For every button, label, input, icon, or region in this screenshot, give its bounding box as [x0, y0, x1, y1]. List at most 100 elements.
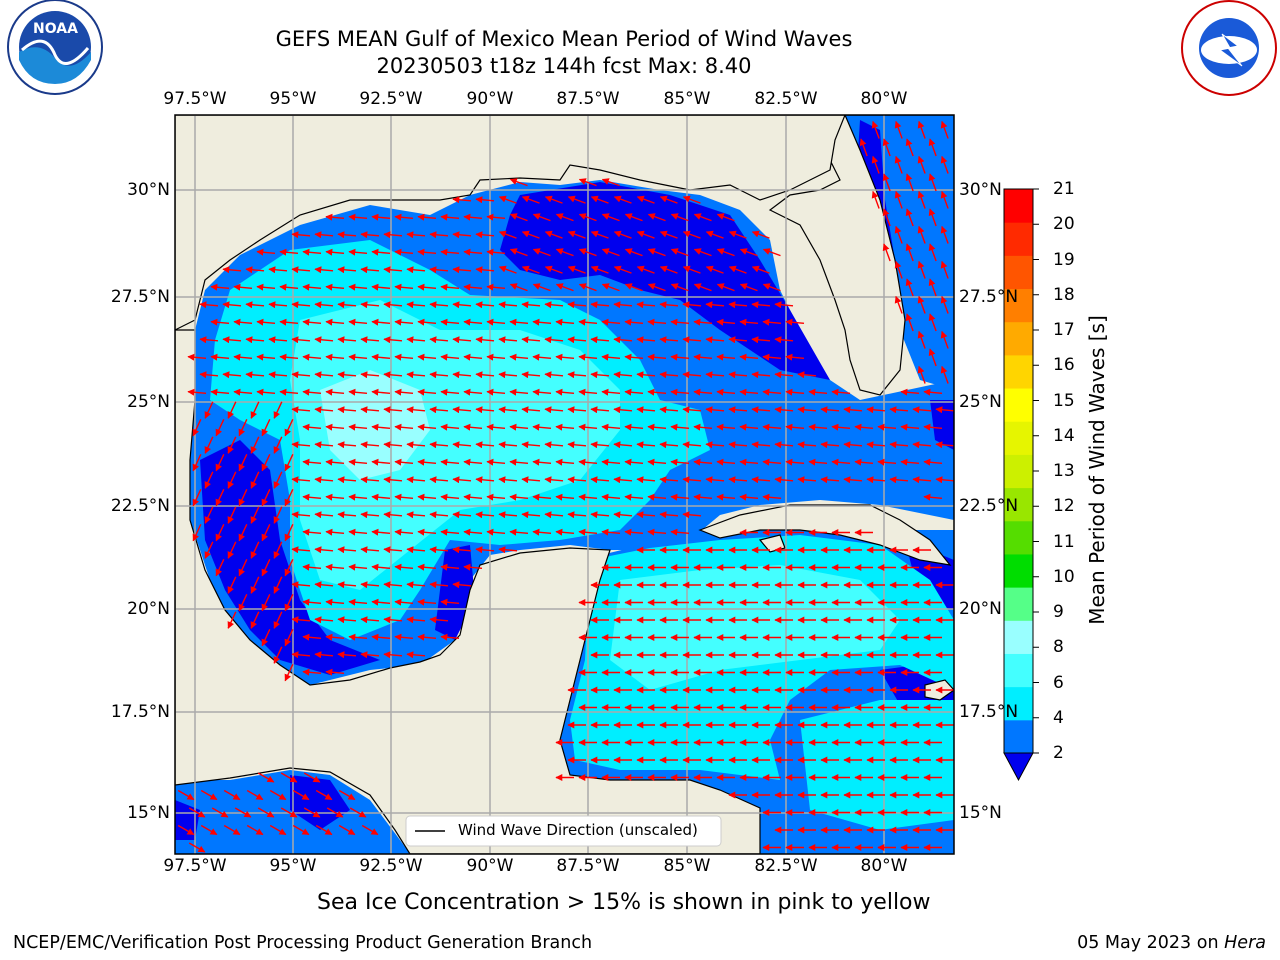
wind-wave-arrow [429, 616, 449, 624]
wind-wave-arrow [284, 524, 294, 542]
wind-wave-arrow [314, 301, 334, 309]
colorbar-tick-label: 18 [1053, 284, 1075, 305]
wind-wave-arrow [417, 633, 437, 641]
wind-wave-arrow [728, 301, 748, 309]
wind-wave-arrow [383, 266, 403, 274]
wind-wave-arrow [452, 511, 472, 519]
wind-wave-arrow [716, 213, 735, 222]
wind-wave-arrow [291, 581, 311, 589]
wind-wave-arrow [303, 807, 321, 818]
wind-wave-arrow [624, 458, 644, 466]
wind-wave-arrow [475, 546, 495, 554]
wind-wave-arrow [284, 664, 294, 682]
wind-wave-arrow [371, 493, 391, 501]
wind-wave-arrow [360, 651, 380, 659]
colorbar-segment [1004, 487, 1033, 522]
lat-label-left: 22.5°N [110, 496, 170, 516]
wind-wave-arrow [486, 493, 506, 501]
wind-wave-arrow [325, 248, 345, 256]
wind-wave-arrow [279, 283, 299, 291]
wind-wave-arrow [192, 489, 202, 507]
wind-wave-arrow [882, 173, 891, 192]
wind-wave-arrow [797, 441, 817, 449]
wind-wave-arrow [371, 353, 391, 361]
colorbar-tick-label: 20 [1053, 214, 1075, 235]
wind-wave-arrow [394, 633, 414, 641]
wind-wave-arrow [360, 581, 380, 589]
wind-wave-arrow [532, 283, 551, 292]
wind-wave-arrow [406, 581, 426, 589]
wind-wave-arrow [820, 441, 840, 449]
wind-wave-arrow [785, 318, 805, 326]
wind-wave-arrow [291, 476, 311, 484]
wind-wave-arrow [762, 318, 782, 326]
wind-wave-arrow [578, 248, 597, 257]
wind-wave-arrow [636, 301, 656, 309]
wind-wave-arrow [647, 283, 666, 292]
wind-wave-arrow [659, 511, 679, 519]
wind-wave-arrow [762, 423, 782, 431]
wind-wave-arrow [383, 546, 403, 554]
wind-wave-arrow [337, 616, 357, 624]
wind-wave-arrow [567, 371, 587, 379]
wind-wave-arrow [693, 318, 713, 326]
wind-wave-arrow [928, 278, 937, 297]
lat-label-left: 15°N [127, 803, 170, 823]
wind-wave-arrow [192, 454, 202, 472]
colorbar-segment [1004, 454, 1033, 489]
wind-wave-arrow [739, 248, 758, 257]
wind-wave-arrow [601, 248, 620, 257]
wind-wave-arrow [705, 265, 724, 274]
wind-wave-arrow [188, 807, 206, 818]
wind-wave-arrow [728, 406, 748, 414]
wind-wave-arrow [406, 371, 426, 379]
wind-wave-arrow [261, 419, 271, 437]
wind-wave-arrow [273, 401, 283, 419]
wind-wave-arrow [417, 213, 437, 221]
caribbean-cyan-south [800, 700, 954, 830]
wind-wave-arrow [348, 633, 368, 641]
wind-wave-arrow [279, 318, 299, 326]
wind-wave-arrow [567, 441, 587, 449]
wind-wave-arrow [215, 454, 225, 472]
wind-wave-arrow [337, 336, 357, 344]
wind-wave-arrow [222, 266, 242, 274]
wind-wave-arrow [636, 441, 656, 449]
wind-wave-arrow [923, 423, 943, 431]
wind-wave-arrow [475, 231, 495, 239]
wind-wave-arrow [498, 546, 518, 554]
wind-wave-arrow [199, 336, 219, 344]
wind-wave-arrow [338, 789, 356, 801]
wind-wave-arrow [394, 248, 414, 256]
wind-wave-arrow [440, 563, 460, 571]
wind-wave-arrow [751, 406, 771, 414]
wind-wave-arrow [843, 406, 863, 414]
wind-wave-arrow [647, 318, 667, 326]
colorbar-segment [1004, 719, 1033, 754]
wind-wave-arrow [429, 581, 449, 589]
wind-wave-arrow [613, 406, 633, 414]
wind-wave-arrow [360, 301, 380, 309]
wind-wave-arrow [682, 441, 702, 449]
wind-wave-arrow [624, 493, 644, 501]
wind-wave-arrow [555, 353, 575, 361]
wind-wave-arrow [452, 476, 472, 484]
wind-wave-arrow [555, 318, 575, 326]
wind-wave-arrow [751, 301, 771, 309]
wind-wave-arrow [682, 336, 702, 344]
wind-wave-arrow [555, 283, 574, 292]
wind-wave-arrow [325, 458, 345, 466]
wind-wave-arrow [762, 248, 781, 257]
wind-wave-arrow [555, 528, 575, 536]
wind-wave-arrow [486, 528, 506, 536]
wind-wave-arrow [590, 441, 610, 449]
wind-wave-arrow [199, 371, 219, 379]
wind-wave-arrow [302, 668, 322, 676]
wind-wave-arrow [498, 265, 517, 274]
wind-wave-arrow [406, 301, 426, 309]
wind-wave-arrow [693, 493, 713, 501]
wind-wave-arrow [280, 807, 298, 818]
wind-wave-arrow [394, 598, 414, 606]
wind-wave-arrow [601, 283, 620, 292]
wind-wave-arrow [291, 371, 311, 379]
